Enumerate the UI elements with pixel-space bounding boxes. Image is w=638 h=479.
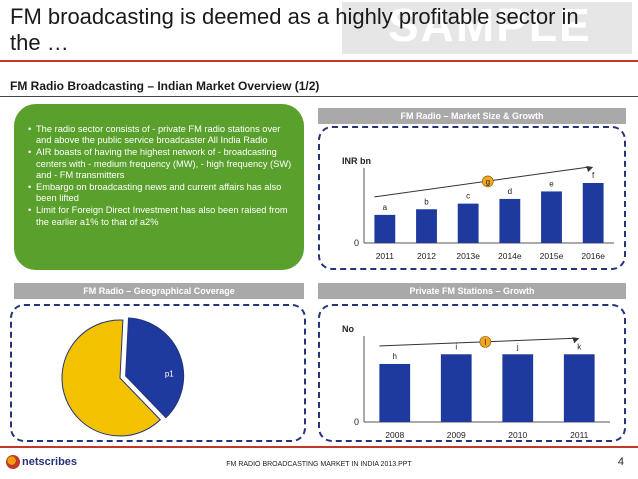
- overview-bullet: Embargo on broadcasting news and current…: [28, 182, 292, 204]
- private-stations-heading: Private FM Stations – Growth: [318, 283, 626, 299]
- netscribes-logo: netscribes: [6, 454, 77, 470]
- bar-data-label: e: [549, 179, 554, 188]
- sample-watermark: SAMPLE: [342, 0, 632, 54]
- overview-bullet: AIR boasts of having the highest network…: [28, 147, 292, 181]
- overview-bullet-list: The radio sector consists of - private F…: [28, 124, 292, 228]
- y-zero-label: 0: [354, 238, 359, 248]
- bar: [499, 198, 521, 243]
- growth-marker: [481, 175, 494, 188]
- bar: [457, 203, 479, 243]
- bar: [541, 191, 562, 243]
- market-size-heading: FM Radio – Market Size & Growth: [318, 108, 626, 124]
- private-stations-panel: No 0 h 2008 i 2009 j 2010 k 2011 l: [318, 304, 626, 442]
- bar-data-label: i: [455, 342, 457, 351]
- y-unit-label: INR bn: [342, 156, 371, 166]
- x-tick-label: 2011: [376, 251, 395, 261]
- logo-icon: [6, 455, 20, 469]
- bar-data-label: f: [592, 171, 595, 180]
- market-size-chart: INR bn 0 a 2011 b 2012 c 2013e d 2014e e 2015e f 2016…: [342, 156, 614, 261]
- overview-bullet: The radio sector consists of - private F…: [28, 124, 292, 146]
- growth-arrowhead: [572, 337, 580, 344]
- x-tick-label: 2014e: [498, 251, 522, 261]
- private-stations-chart: No 0 h 2008 i 2009 j 2010 k 2011 l: [342, 324, 610, 440]
- bar-data-label: k: [577, 342, 582, 351]
- x-tick-label: 2012: [417, 251, 436, 261]
- bar: [374, 214, 396, 243]
- x-tick-label: 2011: [570, 430, 589, 440]
- overview-bullet: Limit for Foreign Direct Investment has …: [28, 205, 292, 227]
- bar: [440, 354, 472, 422]
- bar-data-label: h: [393, 352, 397, 361]
- slide-title: FM broadcasting is deemed as a highly pr…: [10, 4, 579, 55]
- growth-arrow: [374, 166, 590, 198]
- section-subtitle: FM Radio Broadcasting – Indian Market Ov…: [10, 79, 320, 93]
- bar-data-label: d: [508, 187, 512, 196]
- x-tick-label: 2008: [385, 430, 404, 440]
- bar: [563, 354, 595, 422]
- x-tick-label: 2010: [508, 430, 527, 440]
- subtitle-divider: [0, 96, 638, 97]
- x-tick-label: 2009: [447, 430, 466, 440]
- overview-box: The radio sector consists of - private F…: [14, 104, 304, 270]
- title-divider: [0, 60, 638, 62]
- bar-data-label: j: [516, 342, 519, 351]
- bar-data-label: c: [466, 192, 470, 201]
- bar: [416, 209, 437, 243]
- bar: [582, 183, 604, 243]
- bar: [502, 354, 534, 422]
- market-size-panel: INR bn 0 a 2011 b 2012 c 2013e d 2014e e 2015e f 2016…: [318, 126, 626, 270]
- geo-coverage-chart: p1: [61, 317, 185, 437]
- pie-slice-label: p1: [165, 369, 174, 378]
- y-zero-label: 0: [354, 417, 359, 427]
- x-tick-label: 2013e: [456, 251, 480, 261]
- bar-data-label: b: [424, 197, 429, 206]
- bar: [379, 363, 411, 422]
- y-unit-label: No: [342, 324, 354, 334]
- geo-coverage-panel: p1: [10, 304, 306, 442]
- geo-coverage-heading: FM Radio – Geographical Coverage: [14, 283, 304, 299]
- x-tick-label: 2015e: [540, 251, 564, 261]
- growth-marker: [479, 336, 492, 348]
- growth-marker-label: g: [486, 177, 490, 186]
- growth-arrowhead: [586, 166, 594, 172]
- pie-slice: [61, 319, 161, 437]
- page-number: 4: [617, 456, 624, 468]
- growth-arrow: [379, 337, 576, 347]
- x-tick-label: 2016e: [581, 251, 605, 261]
- bar-data-label: a: [383, 203, 388, 212]
- footer-caption: FM RADIO BROADCASTING MARKET IN INDIA 20…: [226, 461, 412, 468]
- growth-marker-label: l: [484, 338, 486, 347]
- pie-slice: [125, 317, 185, 419]
- footer-divider: [0, 446, 638, 448]
